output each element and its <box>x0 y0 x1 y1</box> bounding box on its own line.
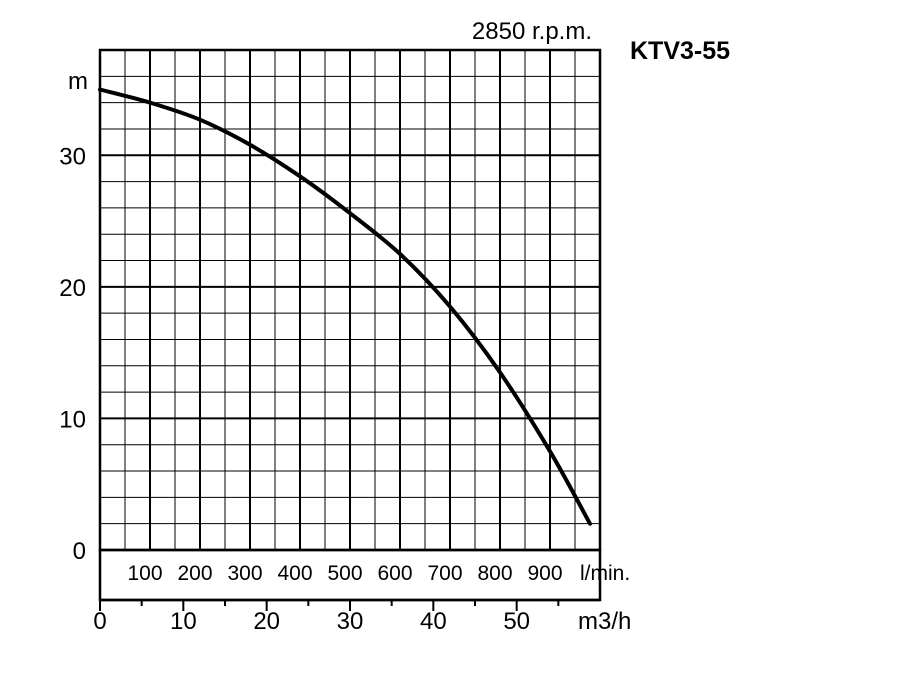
head-flow-curve <box>98 87 592 526</box>
lmin-tick-label: 100 <box>127 562 162 585</box>
m3h-tick-label: 30 <box>337 608 364 635</box>
m3h-tick-labels: 0 10 20 30 40 50 <box>93 608 530 635</box>
lmin-tick-label: 400 <box>277 562 312 585</box>
lmin-tick-label: 700 <box>427 562 462 585</box>
lmin-tick-label: 800 <box>477 562 512 585</box>
y-tick-label: 30 <box>59 143 86 170</box>
chart-subtitle-rpm: 2850 r.p.m. <box>472 18 592 45</box>
lmin-tick-label: 500 <box>327 562 362 585</box>
m3h-tick-label: 0 <box>93 608 106 635</box>
lmin-tick-label: 600 <box>377 562 412 585</box>
lmin-tick-label: 200 <box>177 562 212 585</box>
m3h-tick-label: 20 <box>253 608 280 635</box>
y-axis-label: m <box>68 68 88 95</box>
chart-title: KTV3-55 <box>630 37 730 65</box>
x-axis-label-lmin: l/min. <box>580 562 630 585</box>
y-tick-label: 0 <box>73 538 86 565</box>
x-axis-label-m3h: m3/h <box>578 608 631 635</box>
lmin-tick-label: 300 <box>227 562 262 585</box>
y-tick-label: 10 <box>59 406 86 433</box>
lmin-tick-label: 900 <box>527 562 562 585</box>
y-tick-labels: 0 10 20 30 <box>59 143 86 565</box>
m3h-tick-label: 10 <box>170 608 197 635</box>
lmin-tick-labels: 100 200 300 400 500 600 700 800 900 <box>127 562 562 585</box>
m3h-tick-label: 40 <box>420 608 447 635</box>
m3h-tick-marks <box>99 600 560 611</box>
y-tick-label: 20 <box>59 275 86 302</box>
m3h-tick-label: 50 <box>503 608 530 635</box>
major-grid <box>100 50 600 550</box>
